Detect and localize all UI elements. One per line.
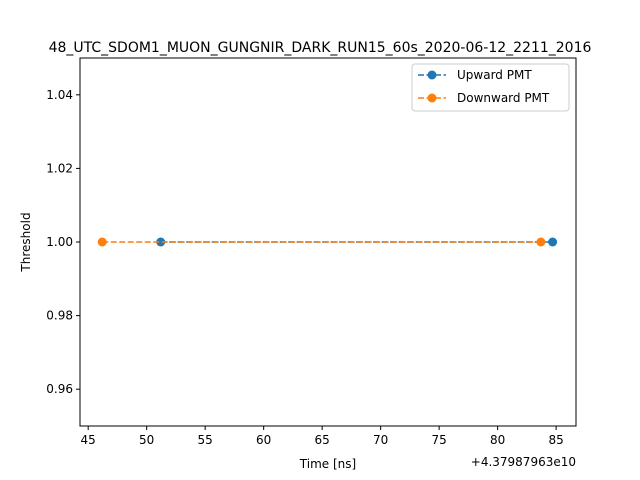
legend-label: Downward PMT [457, 91, 550, 105]
x-axis-ticks: 45 50 55 60 65 70 75 80 85 [81, 426, 564, 447]
y-tick-label: 1.02 [46, 161, 73, 175]
y-tick-label: 0.96 [46, 382, 73, 396]
chart-title: 48_UTC_SDOM1_MUON_GUNGNIR_DARK_RUN15_60s… [49, 40, 592, 56]
legend-frame [411, 63, 570, 112]
data-point [536, 237, 546, 247]
data-point [548, 237, 558, 247]
x-tick-label: 55 [198, 433, 213, 447]
legend-marker [427, 70, 437, 80]
x-tick-label: 50 [139, 433, 154, 447]
x-tick-label: 80 [490, 433, 505, 447]
y-axis-ticks: 0.96 0.98 1.00 1.02 1.04 [46, 88, 80, 396]
x-tick-label: 60 [256, 433, 271, 447]
x-tick-label: 45 [81, 433, 96, 447]
y-tick-label: 1.00 [46, 235, 73, 249]
legend-items: Upward PMT Downward PMT [418, 68, 550, 105]
x-tick-label: 75 [431, 433, 446, 447]
legend: Upward PMT Downward PMT [411, 63, 570, 112]
x-tick-label: 85 [548, 433, 563, 447]
legend-label: Upward PMT [457, 68, 532, 82]
x-axis-offset-label: +4.37987963e10 [471, 455, 576, 469]
y-tick-label: 0.98 [46, 309, 73, 323]
x-axis-label: Time [ns] [299, 457, 356, 471]
y-axis-label: Threshold [19, 212, 33, 272]
x-tick-label: 70 [373, 433, 388, 447]
legend-marker [427, 93, 437, 103]
y-tick-label: 1.04 [46, 88, 73, 102]
x-tick-label: 65 [315, 433, 330, 447]
data-point [156, 237, 166, 247]
data-point [97, 237, 107, 247]
series-layer [97, 237, 558, 247]
plot-area [79, 57, 577, 427]
